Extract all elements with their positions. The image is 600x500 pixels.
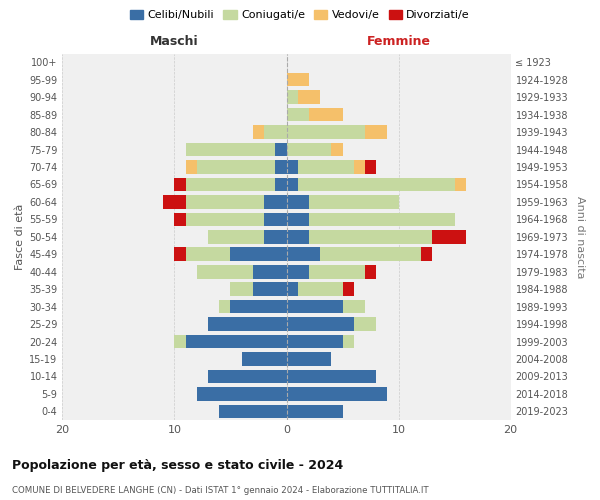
Legend: Celibi/Nubili, Coniugati/e, Vedovi/e, Divorziati/e: Celibi/Nubili, Coniugati/e, Vedovi/e, Di…: [125, 6, 475, 25]
Bar: [230, 300, 287, 314]
Bar: [275, 160, 287, 174]
Bar: [331, 142, 343, 156]
Bar: [230, 282, 253, 296]
Bar: [287, 126, 365, 139]
Bar: [287, 335, 343, 348]
Bar: [365, 265, 376, 278]
Bar: [175, 212, 185, 226]
Bar: [287, 73, 309, 86]
Bar: [287, 318, 354, 331]
Bar: [264, 126, 287, 139]
Bar: [197, 387, 287, 401]
Bar: [287, 387, 388, 401]
Bar: [343, 300, 365, 314]
Bar: [175, 335, 185, 348]
Bar: [287, 248, 320, 261]
Bar: [432, 230, 466, 243]
Bar: [185, 212, 264, 226]
Bar: [309, 230, 432, 243]
Text: Femmine: Femmine: [367, 36, 431, 49]
Bar: [354, 160, 365, 174]
Bar: [365, 126, 388, 139]
Bar: [275, 142, 287, 156]
Bar: [287, 195, 309, 208]
Bar: [287, 230, 309, 243]
Bar: [264, 195, 287, 208]
Bar: [287, 300, 343, 314]
Bar: [298, 160, 354, 174]
Y-axis label: Anni di nascita: Anni di nascita: [575, 196, 585, 278]
Bar: [175, 178, 185, 192]
Bar: [309, 212, 455, 226]
Bar: [455, 178, 466, 192]
Bar: [242, 352, 287, 366]
Bar: [175, 248, 185, 261]
Bar: [197, 265, 253, 278]
Bar: [253, 265, 287, 278]
Bar: [287, 108, 309, 122]
Bar: [287, 282, 298, 296]
Bar: [230, 248, 287, 261]
Bar: [287, 178, 298, 192]
Bar: [287, 352, 331, 366]
Bar: [298, 90, 320, 104]
Bar: [253, 126, 264, 139]
Bar: [287, 142, 331, 156]
Bar: [185, 160, 197, 174]
Bar: [219, 404, 287, 418]
Text: Popolazione per età, sesso e stato civile - 2024: Popolazione per età, sesso e stato civil…: [12, 460, 343, 472]
Bar: [320, 248, 421, 261]
Bar: [354, 318, 376, 331]
Bar: [185, 335, 287, 348]
Bar: [185, 142, 275, 156]
Bar: [197, 160, 275, 174]
Bar: [219, 300, 230, 314]
Bar: [298, 282, 343, 296]
Text: Maschi: Maschi: [150, 36, 199, 49]
Bar: [287, 265, 309, 278]
Bar: [365, 160, 376, 174]
Bar: [421, 248, 432, 261]
Bar: [287, 90, 298, 104]
Bar: [309, 265, 365, 278]
Bar: [287, 404, 343, 418]
Bar: [185, 248, 230, 261]
Bar: [208, 318, 287, 331]
Bar: [287, 212, 309, 226]
Y-axis label: Fasce di età: Fasce di età: [15, 204, 25, 270]
Bar: [343, 335, 354, 348]
Bar: [185, 178, 275, 192]
Text: COMUNE DI BELVEDERE LANGHE (CN) - Dati ISTAT 1° gennaio 2024 - Elaborazione TUTT: COMUNE DI BELVEDERE LANGHE (CN) - Dati I…: [12, 486, 428, 495]
Bar: [275, 178, 287, 192]
Bar: [208, 230, 264, 243]
Bar: [264, 230, 287, 243]
Bar: [253, 282, 287, 296]
Bar: [309, 108, 343, 122]
Bar: [287, 160, 298, 174]
Bar: [287, 370, 376, 384]
Bar: [343, 282, 354, 296]
Bar: [185, 195, 264, 208]
Bar: [298, 178, 455, 192]
Bar: [163, 195, 185, 208]
Bar: [309, 195, 398, 208]
Bar: [264, 212, 287, 226]
Bar: [208, 370, 287, 384]
